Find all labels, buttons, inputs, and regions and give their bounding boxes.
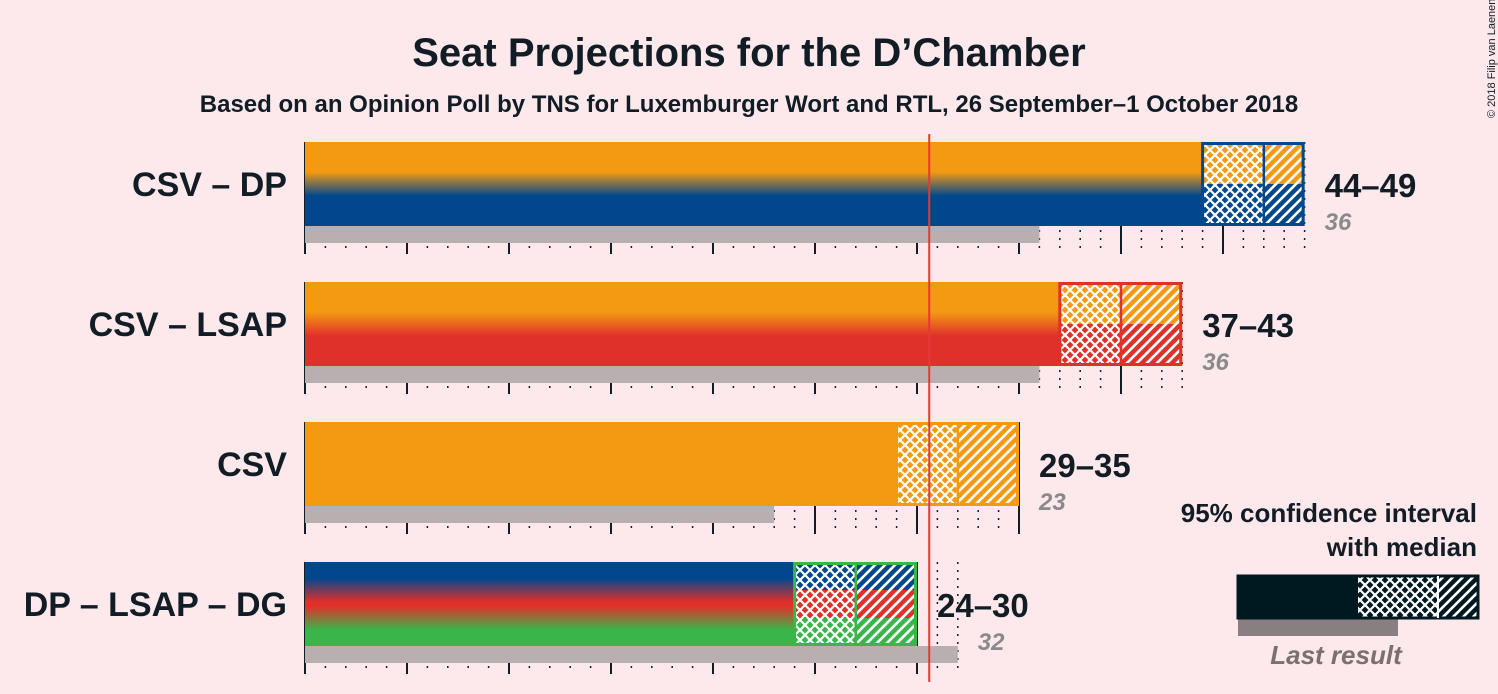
row-0: CSV – DP 44–49 36 xyxy=(132,142,1416,254)
ci-lower-hatch xyxy=(896,422,958,506)
bar-csv xyxy=(305,422,897,506)
band-blend xyxy=(305,606,795,630)
ci-lower-hatch xyxy=(794,590,856,618)
legend-last-result-bar xyxy=(1238,619,1398,636)
ci-outline xyxy=(1201,142,1305,226)
legend-cross-hatch xyxy=(1358,576,1438,618)
legend-outline xyxy=(1236,574,1480,620)
last-result-bar xyxy=(305,226,1040,243)
ci-upper-hatch xyxy=(855,618,917,646)
ci-lower-hatch xyxy=(1202,184,1264,226)
chart-title: Seat Projections for the D’Chamber xyxy=(412,31,1085,75)
legend-last-result-label: Last result xyxy=(1270,640,1403,670)
legend-solid-bar xyxy=(1238,576,1358,618)
chart-subtitle: Based on an Opinion Poll by TNS for Luxe… xyxy=(200,91,1298,118)
last-result-bar xyxy=(305,506,775,523)
category-label: CSV – DP xyxy=(132,166,287,204)
row-3: DP – LSAP – DG 24–30 32 xyxy=(24,562,1029,674)
legend-diag-hatch xyxy=(1438,576,1478,618)
ci-upper-hatch xyxy=(1263,142,1305,184)
range-label: 24–30 xyxy=(937,587,1029,624)
ci-upper-hatch xyxy=(1121,324,1183,366)
row-1: CSV – LSAP 37–43 36 xyxy=(89,282,1294,394)
ci-lower-hatch xyxy=(1059,324,1121,366)
ci-upper-hatch xyxy=(1121,282,1183,324)
range-label: 29–35 xyxy=(1039,447,1131,484)
last-result-bar xyxy=(305,366,1040,383)
last-result-bar xyxy=(305,646,958,663)
ci-lower-hatch xyxy=(1202,142,1264,184)
last-result-label: 23 xyxy=(1038,489,1066,516)
legend: 95% confidence interval with median Last… xyxy=(1181,498,1480,670)
last-result-label: 36 xyxy=(1325,209,1352,236)
ci-lower-hatch xyxy=(794,618,856,646)
ci-lower-hatch xyxy=(794,562,856,590)
ci-upper-hatch xyxy=(1263,184,1305,226)
range-label: 44–49 xyxy=(1325,167,1417,204)
ci-upper-hatch xyxy=(855,590,917,618)
category-label: CSV xyxy=(217,446,287,484)
copyright-notice: © 2018 Filip van Laenen xyxy=(1486,0,1498,118)
band-blend xyxy=(305,578,795,602)
row-2: CSV 29–35 23 xyxy=(217,422,1131,534)
ci-upper-hatch xyxy=(855,562,917,590)
ci-lower-hatch xyxy=(1059,282,1121,324)
last-result-label: 36 xyxy=(1202,349,1229,376)
chart-rows: CSV – DP 44–49 36 CSV – LSAP 37–43 36 CSV 29–35… xyxy=(24,142,1416,674)
last-result-label: 32 xyxy=(978,629,1005,656)
range-label: 37–43 xyxy=(1202,307,1294,344)
legend-median-label: with median xyxy=(1326,532,1477,562)
ci-upper-hatch xyxy=(957,422,1019,506)
legend-ci-label: 95% confidence interval xyxy=(1181,498,1477,528)
band-blend xyxy=(305,312,1060,336)
category-label: CSV – LSAP xyxy=(89,306,287,344)
category-label: DP – LSAP – DG xyxy=(24,586,287,624)
band-blend xyxy=(305,172,1203,196)
